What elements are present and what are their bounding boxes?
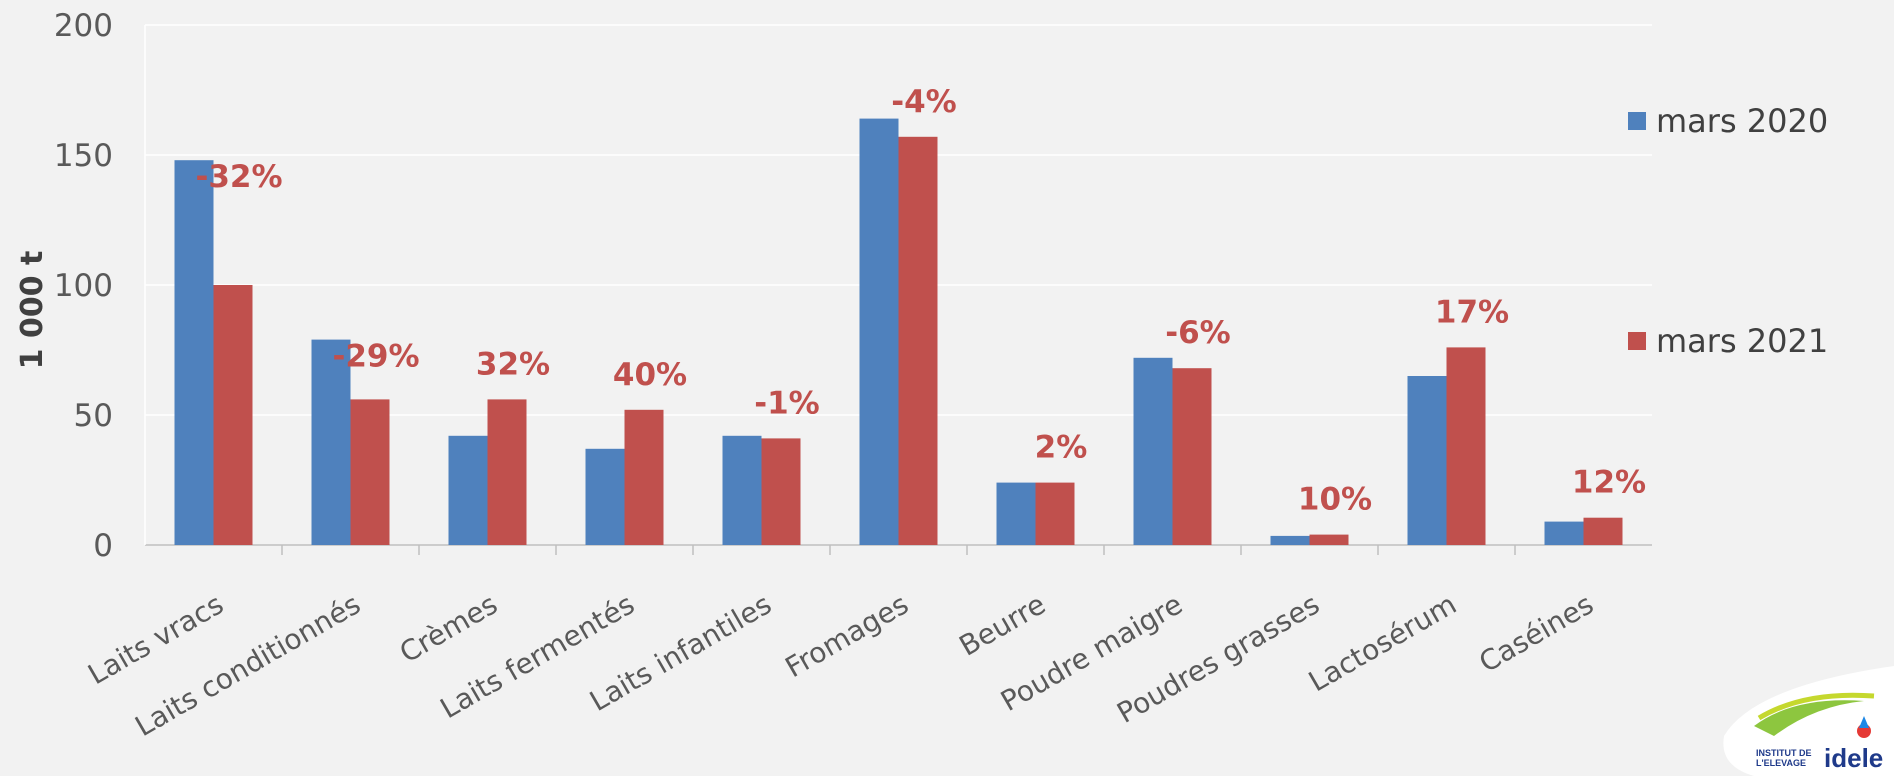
bar-mars-2021	[350, 399, 390, 545]
percent-change-label: -4%	[891, 84, 957, 120]
bar-mars-2020	[311, 339, 351, 545]
x-category-label: Lactosérum	[1303, 587, 1462, 698]
percent-change-label: 32%	[476, 346, 550, 382]
percent-change-label: -32%	[195, 159, 282, 195]
legend-label: mars 2021	[1656, 322, 1828, 360]
percent-change-label: 2%	[1035, 430, 1088, 466]
bar-mars-2020	[1270, 535, 1310, 545]
y-tick-label: 100	[54, 268, 113, 304]
percent-change-label: 40%	[613, 357, 687, 393]
legend-label: mars 2020	[1656, 102, 1828, 140]
bars	[174, 118, 1623, 546]
percent-change-label: -1%	[754, 385, 820, 421]
y-tick-label: 200	[54, 8, 113, 44]
logo-line2: L'ELEVAGE	[1756, 758, 1806, 768]
bar-mars-2021	[213, 285, 253, 545]
y-tick-label: 150	[54, 138, 113, 174]
x-category-label: Beurre	[954, 587, 1051, 662]
percent-change-label: -6%	[1165, 315, 1231, 351]
legend: mars 2020 mars 2021	[1628, 102, 1828, 360]
percent-change-label: 12%	[1572, 465, 1646, 501]
x-category-label: Laits conditionnés	[130, 587, 366, 743]
bar-mars-2021	[898, 136, 938, 546]
percent-change-label: 10%	[1298, 482, 1372, 518]
bar-mars-2020	[174, 160, 214, 545]
logo-line1: INSTITUT DE	[1756, 748, 1812, 758]
percent-change-label: -29%	[332, 339, 419, 375]
idele-logo: INSTITUT DE L'ELEVAGE idele	[1723, 666, 1894, 776]
percent-labels: -32% -29% 32% 40% -1% -4% 2% -6% 10% 17% 12%	[195, 84, 1646, 518]
bar-mars-2021	[1172, 368, 1212, 545]
bar-mars-2020	[996, 482, 1036, 545]
bar-mars-2021	[487, 399, 527, 545]
y-tick-label: 50	[74, 398, 113, 434]
y-axis-label: 1 000 t	[15, 251, 50, 370]
bar-mars-2021	[1446, 347, 1486, 545]
bar-mars-2020	[585, 448, 625, 545]
logo-brand: idele	[1824, 743, 1883, 773]
legend-swatch	[1628, 112, 1646, 130]
x-category-label: Crèmes	[394, 587, 503, 669]
bar-mars-2020	[1133, 357, 1173, 545]
bar-mars-2021	[1035, 482, 1075, 545]
percent-change-label: 17%	[1435, 294, 1509, 330]
y-tick-label: 0	[93, 528, 113, 564]
bar-mars-2020	[722, 435, 762, 545]
bar-mars-2020	[448, 435, 488, 545]
bar-mars-2020	[1544, 521, 1584, 545]
bar-mars-2020	[1407, 376, 1447, 545]
bar-mars-2021	[1309, 534, 1349, 545]
y-axis-ticks: 0 50 100 150 200	[54, 8, 113, 564]
bar-mars-2021	[1583, 517, 1623, 545]
bar-mars-2021	[624, 409, 664, 545]
bar-mars-2020	[859, 118, 899, 545]
x-category-label: Caséines	[1473, 587, 1599, 679]
bar-mars-2021	[761, 438, 801, 545]
legend-swatch	[1628, 332, 1646, 350]
x-category-label: Fromages	[780, 587, 914, 684]
